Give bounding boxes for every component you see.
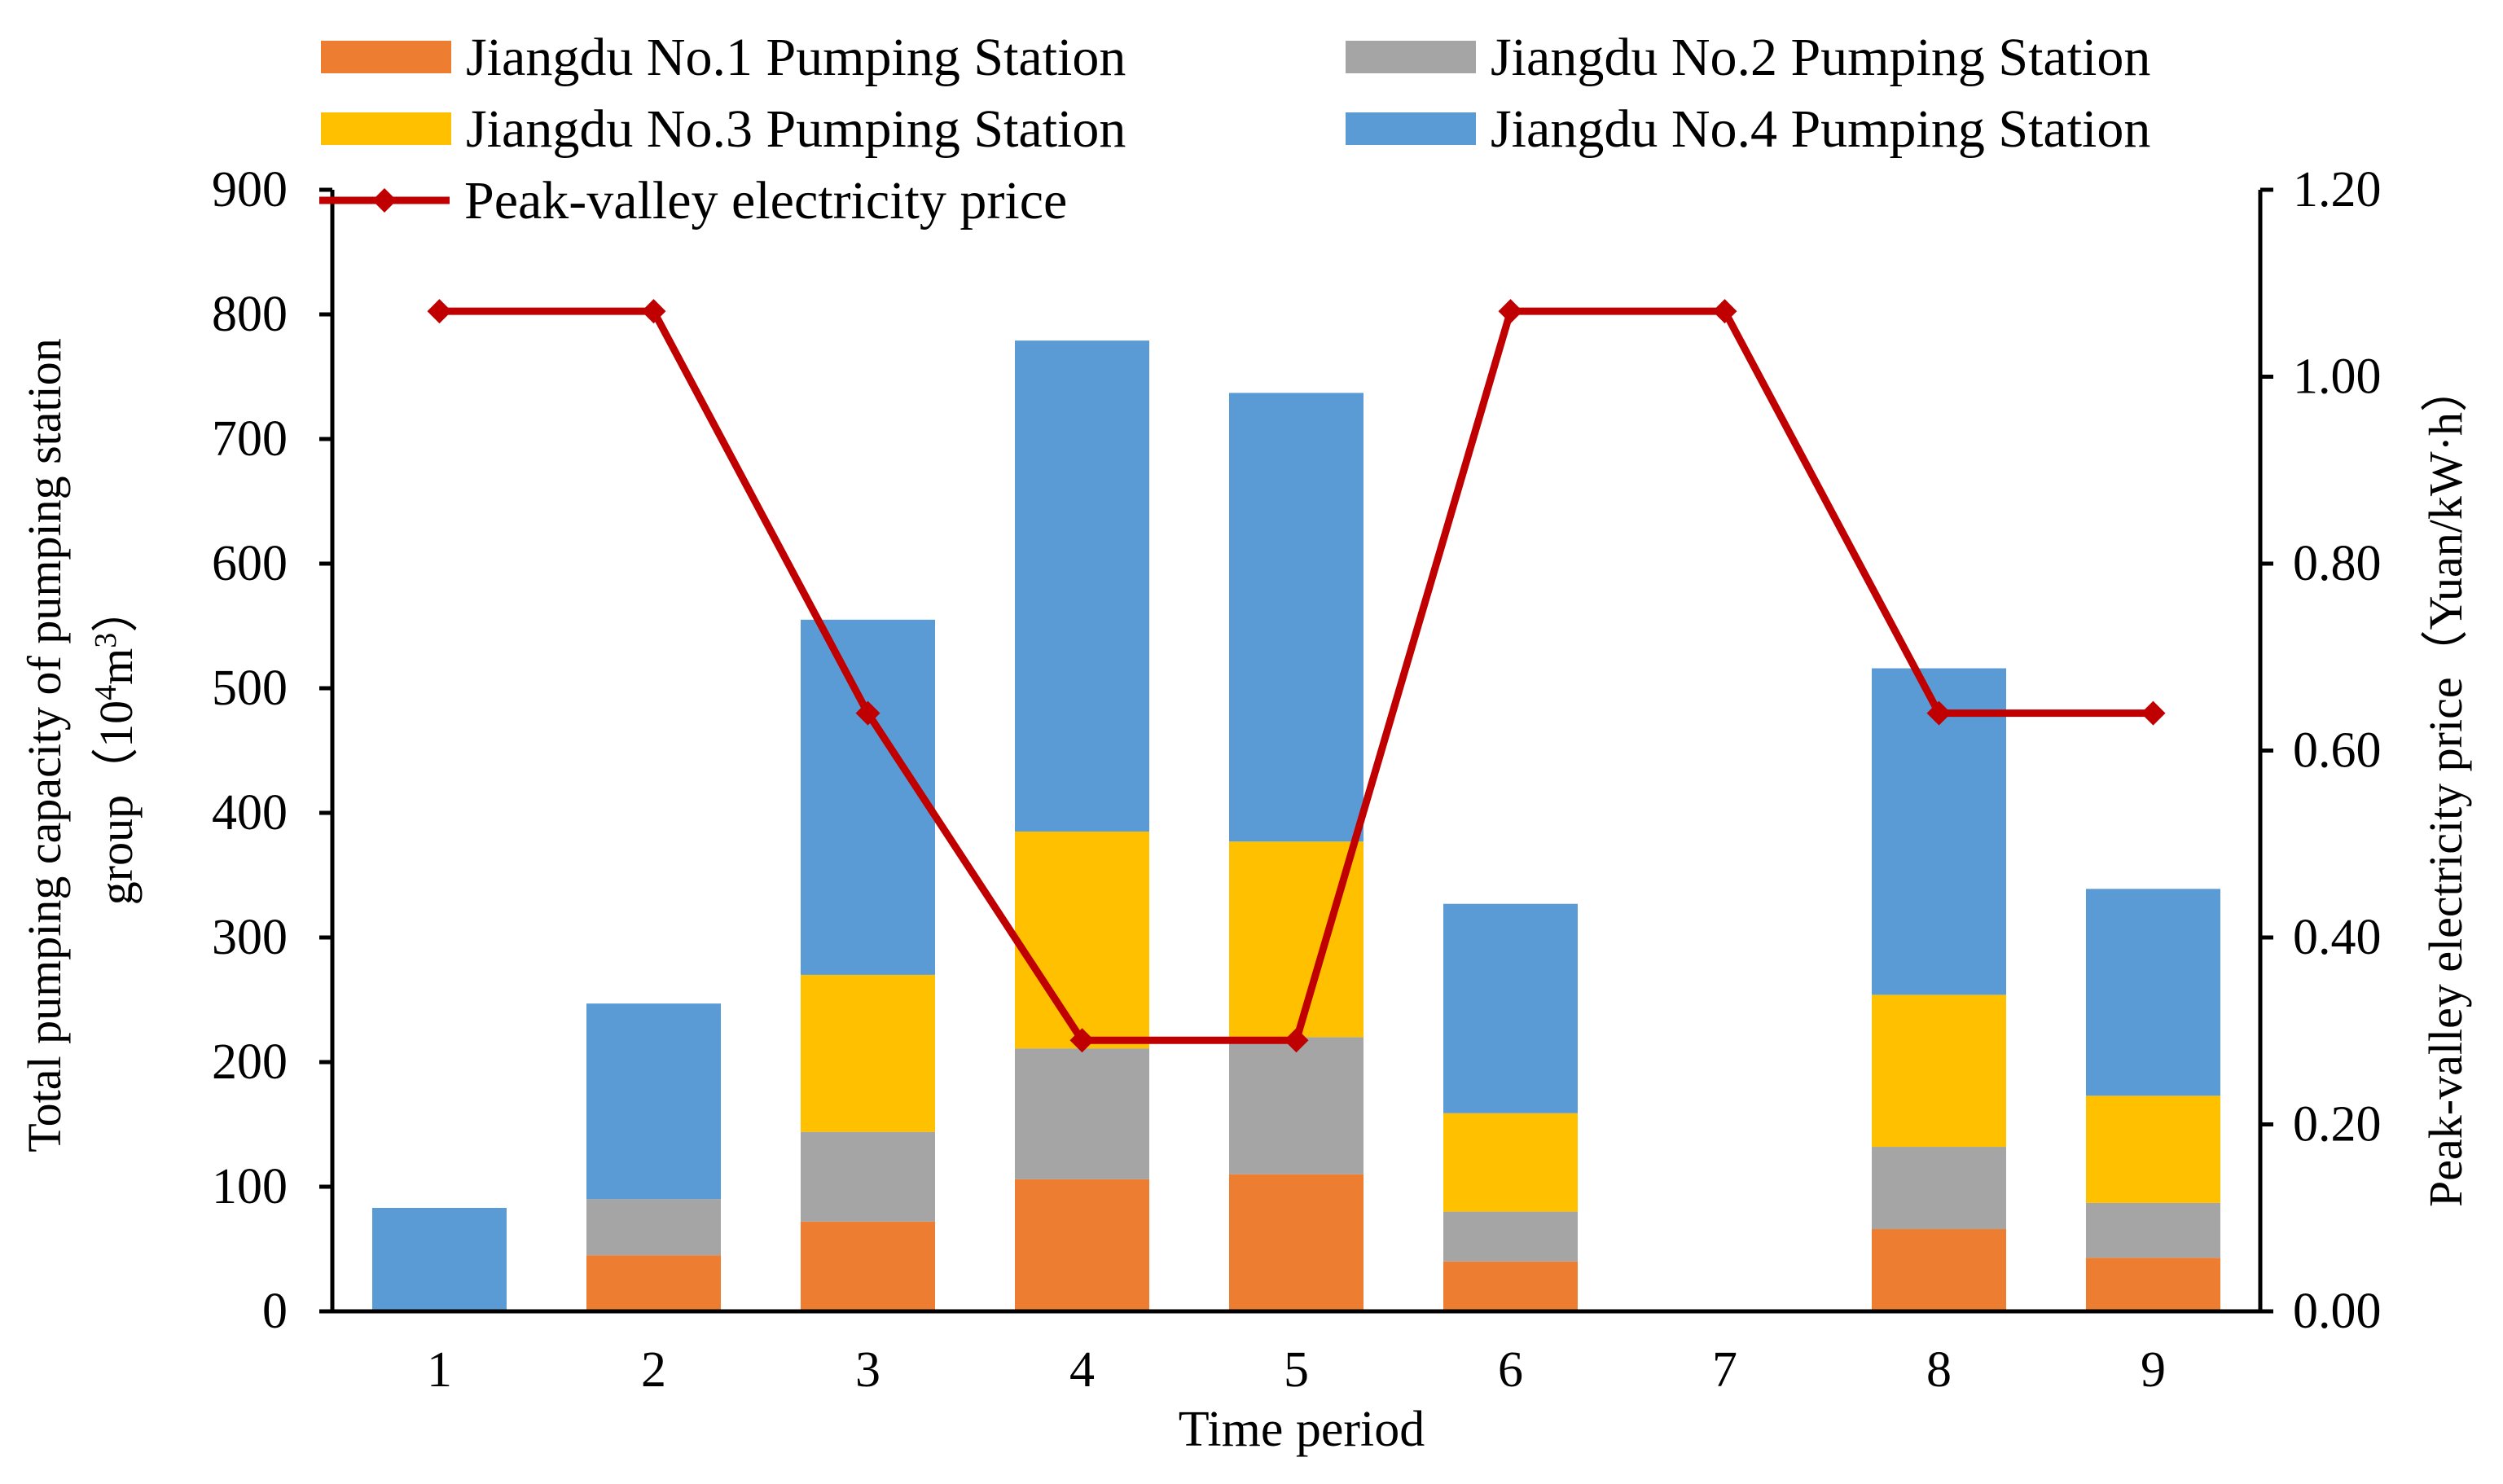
bar-station3-period4: [1015, 831, 1149, 1049]
legend-label-1: Jiangdu No.1 Pumping Station: [466, 28, 1126, 87]
x-tick-label: 4: [1069, 1342, 1095, 1398]
legend: Jiangdu No.1 Pumping Station Jiangdu No.2…: [319, 28, 2150, 231]
axes-layer: [319, 187, 2273, 1314]
bar-station1-period8: [1872, 1229, 2006, 1311]
legend-label-4: Jiangdu No.4 Pumping Station: [1491, 99, 2150, 159]
price-point-period7: [1712, 299, 1737, 324]
bar-station1-period2: [586, 1255, 721, 1311]
y-tick-label: 300: [212, 910, 288, 965]
y-tick-label: 800: [212, 287, 288, 342]
price-line-layer: [427, 299, 2166, 1053]
bar-station2-period2: [586, 1199, 721, 1256]
legend-swatch-2: [1346, 41, 1476, 73]
bar-station3-period3: [801, 974, 935, 1132]
price-point-period4: [1069, 1028, 1095, 1053]
y-tick-label: 100: [212, 1159, 288, 1214]
tick-labels-layer: 0 100 200 300 400 500 600 700 800 900 0.00 0.20 0.40…: [212, 162, 2382, 1398]
legend-swatch-4: [1346, 112, 1476, 145]
legend-swatch-1: [321, 41, 451, 73]
price-point-period1: [427, 299, 452, 324]
y-tick-label: 500: [212, 661, 288, 716]
bar-station2-period3: [801, 1131, 935, 1222]
y2-tick-label: 0.80: [2293, 536, 2382, 591]
bar-station4-period2: [586, 1003, 721, 1200]
y-tick-label: 600: [212, 536, 288, 591]
x-tick-label: 5: [1284, 1342, 1309, 1398]
bar-station1-period6: [1443, 1261, 1578, 1311]
y-tick-label: 900: [212, 162, 288, 217]
legend-line-marker: [372, 188, 397, 213]
legend-label-3: Jiangdu No.3 Pumping Station: [466, 99, 1126, 159]
bar-station4-period3: [801, 619, 935, 975]
x-tick-label: 6: [1498, 1342, 1523, 1398]
x-tick-label: 3: [855, 1342, 880, 1398]
y-axis-title-line2: group（104m3）: [89, 586, 143, 905]
bar-station1-period5: [1229, 1174, 1363, 1311]
price-point-period9: [2141, 700, 2166, 726]
y2-tick-label: 1.00: [2293, 349, 2382, 405]
bar-station3-period6: [1443, 1113, 1578, 1212]
bar-station1-period9: [2086, 1258, 2220, 1311]
price-point-period6: [1498, 299, 1523, 324]
x-tick-label: 7: [1712, 1342, 1737, 1398]
y-tick-label: 400: [212, 785, 288, 841]
price-point-period2: [641, 299, 666, 324]
y2-tick-label: 1.20: [2293, 162, 2382, 217]
bar-station3-period9: [2086, 1095, 2220, 1203]
y2-tick-label: 0.60: [2293, 723, 2382, 779]
y2-tick-label: 0.40: [2293, 910, 2382, 965]
y-tick-label: 200: [212, 1034, 288, 1090]
price-point-period8: [1926, 700, 1952, 726]
bar-station2-period6: [1443, 1211, 1578, 1262]
bars-layer: [372, 340, 2220, 1311]
bar-station2-period9: [2086, 1202, 2220, 1258]
y-tick-label: 0: [262, 1284, 288, 1339]
y2-tick-label: 0.00: [2293, 1284, 2382, 1339]
x-tick-label: 2: [641, 1342, 666, 1398]
y-tick-label: 700: [212, 411, 288, 467]
bar-station4-period9: [2086, 889, 2220, 1096]
bar-station2-period8: [1872, 1147, 2006, 1230]
bar-station1-period3: [801, 1221, 935, 1311]
legend-label-2: Jiangdu No.2 Pumping Station: [1491, 28, 2150, 87]
bar-station4-period6: [1443, 903, 1578, 1113]
y2-tick-label: 0.20: [2293, 1097, 2382, 1153]
legend-label-price: Peak-valley electricity price: [464, 171, 1067, 231]
bar-station1-period4: [1015, 1179, 1149, 1311]
x-tick-label: 9: [2141, 1342, 2166, 1398]
bar-station3-period8: [1872, 994, 2006, 1148]
x-tick-label: 1: [427, 1342, 452, 1398]
x-tick-label: 8: [1926, 1342, 1952, 1398]
y2-axis-title: Peak-valley electricity price（Yuan/kW·h）: [2419, 365, 2472, 1207]
price-point-period3: [855, 700, 880, 726]
bar-station4-period5: [1229, 393, 1363, 842]
bar-station4-period4: [1015, 340, 1149, 832]
legend-swatch-3: [321, 112, 451, 145]
price-point-period5: [1284, 1028, 1309, 1053]
bar-station3-period5: [1229, 841, 1363, 1038]
y-axis-title-line1: Total pumping capacity of pumping statio…: [18, 338, 71, 1152]
x-axis-title: Time period: [1179, 1402, 1425, 1457]
bar-station2-period5: [1229, 1037, 1363, 1174]
bar-station4-period1: [372, 1208, 507, 1311]
bar-station2-period4: [1015, 1048, 1149, 1179]
